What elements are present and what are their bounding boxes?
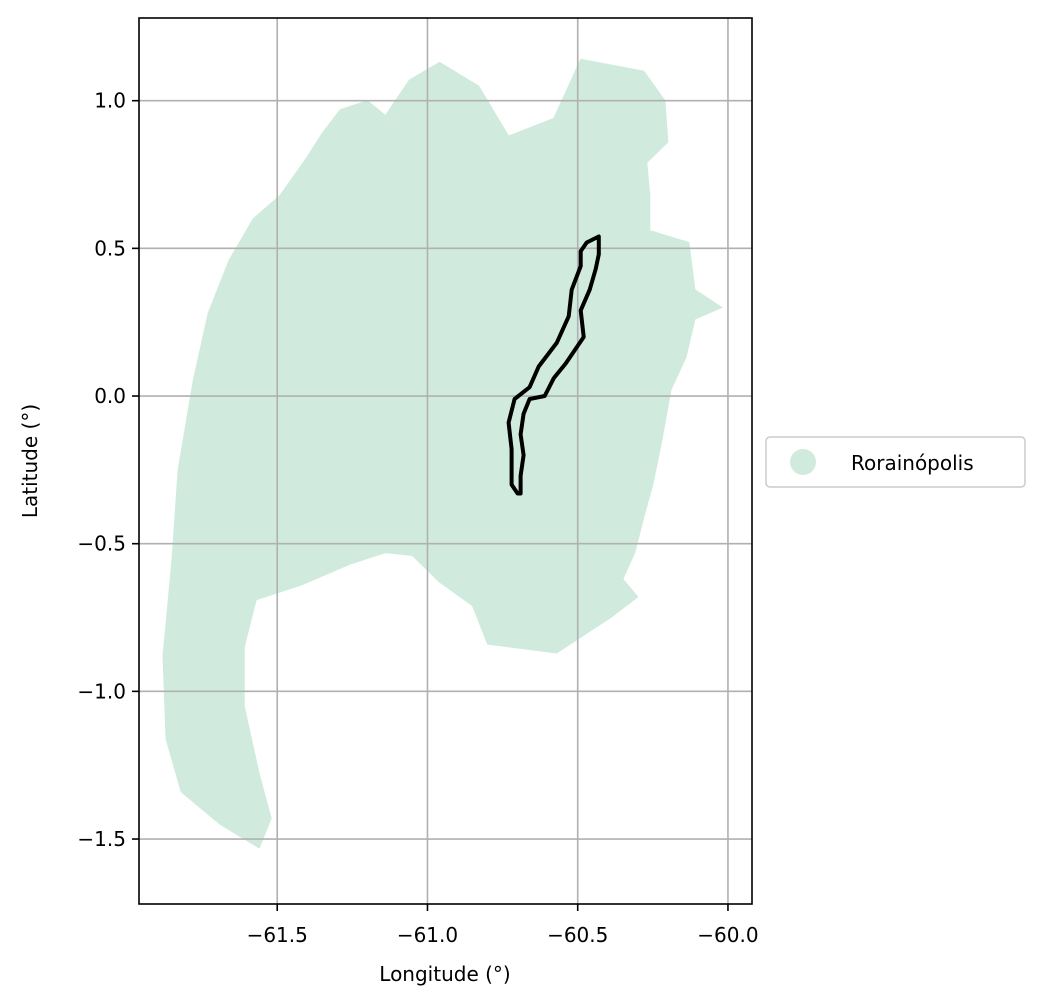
x-axis-label: Longitude (°) xyxy=(379,962,510,986)
legend-box xyxy=(765,436,1026,488)
y-tick-label: 1.0 xyxy=(94,89,126,113)
x-tick-label: −61.5 xyxy=(247,923,308,947)
x-tick-label: −60.5 xyxy=(547,923,608,947)
legend-marker xyxy=(790,449,816,475)
y-tick-label: −0.5 xyxy=(77,532,126,556)
highlight-outline xyxy=(506,234,601,496)
plot-frame xyxy=(138,17,753,905)
y-tick-label: −1.0 xyxy=(77,679,126,703)
legend: Rorainópolis xyxy=(765,436,1026,488)
x-tick-label: −60.0 xyxy=(697,923,758,947)
x-tick-label: −61.0 xyxy=(397,923,458,947)
y-tick-label: −1.5 xyxy=(77,827,126,851)
grid-layer xyxy=(139,18,752,904)
y-axis-label: Latitude (°) xyxy=(18,404,42,518)
y-tick-label: 0.5 xyxy=(94,236,126,260)
y-tick-label: 0.0 xyxy=(94,384,126,408)
highlight-layer xyxy=(506,234,601,496)
x-axis-ticks: −61.5 −61.0 −60.5 −60.0 xyxy=(247,904,759,947)
y-axis-ticks: 1.0 0.5 0.0 −0.5 −1.0 −1.5 xyxy=(77,89,139,851)
legend-label: Rorainópolis xyxy=(851,451,974,475)
